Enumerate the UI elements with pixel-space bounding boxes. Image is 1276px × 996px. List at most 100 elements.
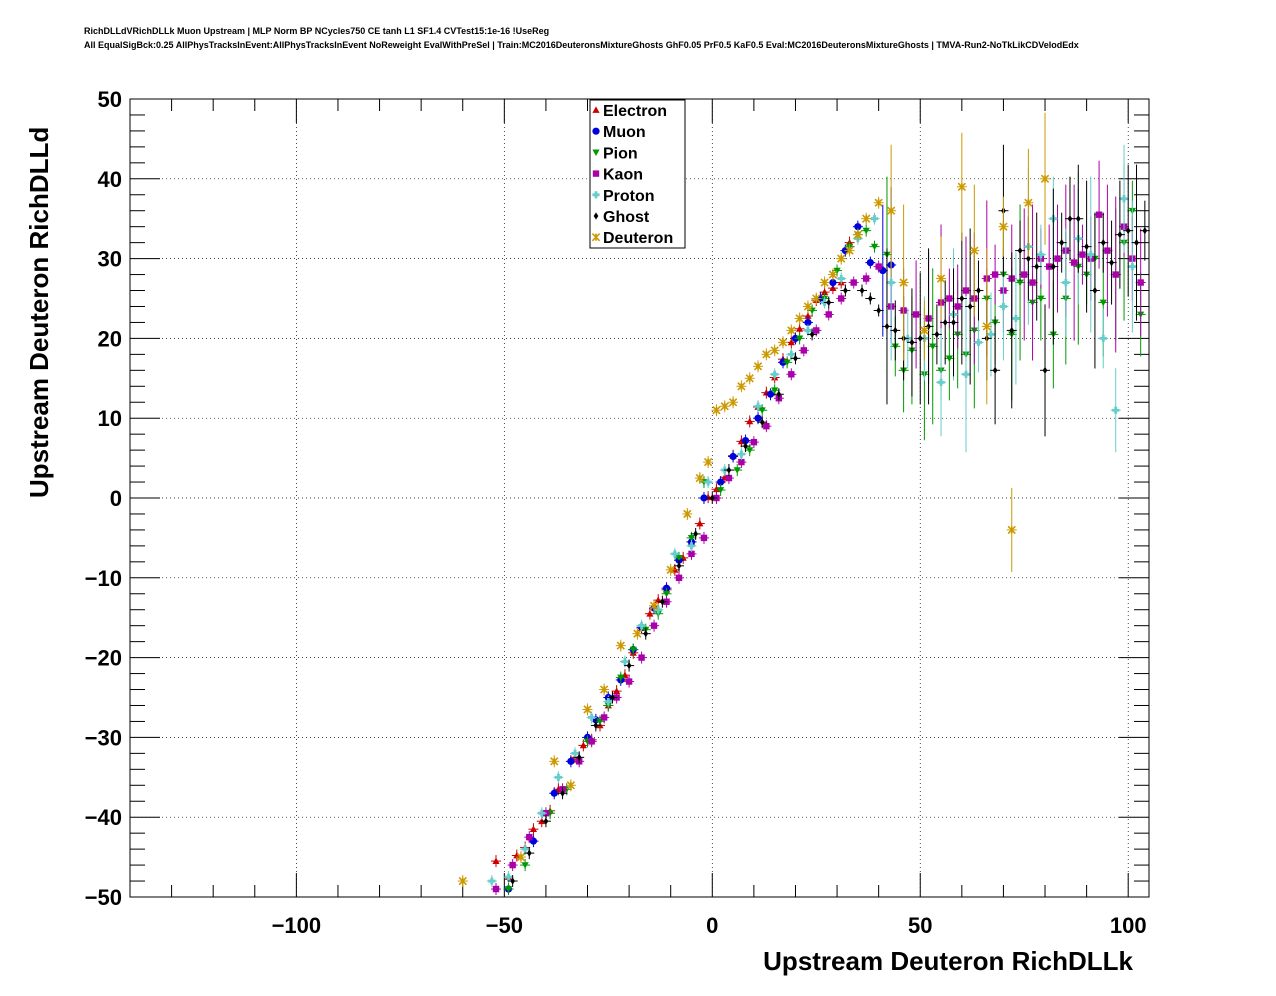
series-deuteron (457, 112, 1051, 888)
data-point-proton (1099, 334, 1107, 342)
data-point-deuteron (666, 565, 675, 574)
data-point-pion (1016, 279, 1024, 287)
data-point-deuteron (853, 230, 863, 239)
data-point-kaon (588, 738, 595, 745)
data-point-deuteron (550, 757, 559, 766)
data-point-ghost (1142, 227, 1148, 235)
data-point-ghost (510, 877, 515, 885)
data-point-pion (733, 467, 741, 474)
data-point-proton (999, 302, 1008, 311)
data-point-proton (604, 697, 612, 706)
data-point-deuteron (566, 781, 576, 790)
data-point-proton (837, 274, 845, 283)
data-point-deuteron (737, 382, 746, 391)
data-point-proton (654, 606, 662, 614)
data-point-proton (571, 749, 579, 757)
data-point-deuteron (812, 294, 821, 303)
data-point-proton (521, 845, 529, 853)
data-point-muon (550, 789, 558, 797)
data-point-ghost (1100, 239, 1106, 247)
data-point-kaon (1021, 271, 1028, 278)
x-tick-label: 100 (1110, 913, 1147, 938)
data-point-ghost (1067, 215, 1073, 223)
data-point-kaon (813, 327, 820, 334)
chart-title-line1: RichDLLdVRichDLLk Muon Upstream | MLP No… (84, 26, 550, 36)
data-point-proton (588, 713, 596, 722)
data-point-kaon (991, 271, 999, 278)
data-point-deuteron (862, 214, 871, 223)
data-point-kaon (946, 295, 953, 302)
data-point-proton (804, 326, 812, 335)
data-point-proton (771, 370, 779, 378)
data-point-ghost (576, 753, 582, 761)
data-point-proton (621, 657, 629, 666)
data-point-ghost (1009, 326, 1015, 335)
data-point-ghost (1017, 247, 1023, 255)
data-point-ghost (892, 326, 898, 335)
data-point-pion (746, 447, 754, 454)
legend-marker-proton (592, 191, 600, 199)
data-point-deuteron (516, 852, 526, 862)
data-point-proton (974, 338, 983, 346)
data-point-proton (1087, 251, 1095, 259)
data-point-ghost (1042, 366, 1048, 374)
legend: Electron Muon Pion Kaon Proton Ghost Deuteron (589, 99, 686, 249)
data-point-electron (696, 519, 704, 527)
series-proton (486, 144, 1138, 888)
data-point-ghost (884, 322, 890, 331)
data-point-ghost (1050, 262, 1056, 271)
data-point-ghost (1117, 231, 1123, 239)
legend-marker-pion (592, 149, 600, 156)
data-point-kaon (526, 833, 533, 841)
x-axis-label: Upstream Deuteron RichDLLk (763, 946, 1133, 976)
data-point-ghost (776, 390, 782, 398)
x-tick-label: −100 (272, 913, 322, 938)
data-point-proton (1012, 314, 1020, 323)
data-point-proton (962, 370, 970, 378)
data-point-kaon (962, 287, 970, 294)
data-point-ghost (610, 693, 615, 702)
legend-label-muon: Muon (603, 124, 646, 141)
data-point-ghost (660, 598, 665, 606)
data-point-muon (754, 414, 762, 422)
y-axis-label: Upstream Deuteron RichDLLd (24, 127, 54, 498)
data-point-deuteron (770, 346, 779, 355)
data-point-ghost (976, 286, 981, 295)
data-point-pion (1037, 295, 1045, 303)
data-point-pion (771, 387, 779, 394)
legend-box (589, 99, 686, 249)
data-point-ghost (809, 330, 815, 339)
data-point-pion (783, 359, 791, 366)
data-point-ghost (1084, 243, 1089, 251)
data-point-ghost (643, 630, 649, 638)
data-point-pion (862, 227, 870, 235)
data-point-proton (1112, 406, 1120, 414)
data-point-pion (521, 862, 529, 869)
data-point-ghost (693, 530, 698, 538)
data-point-ghost (959, 294, 965, 303)
data-point-deuteron (599, 685, 609, 694)
data-point-proton (737, 450, 745, 458)
data-point-electron (746, 417, 754, 425)
data-point-proton (637, 622, 646, 630)
data-point-electron (529, 825, 538, 833)
legend-marker-deuteron (591, 233, 601, 242)
data-point-muon (829, 278, 837, 287)
data-point-deuteron (970, 246, 979, 255)
data-point-kaon (838, 295, 845, 302)
data-point-deuteron (753, 362, 763, 371)
data-point-ghost (926, 322, 931, 331)
data-point-muon (717, 478, 725, 486)
data-point-pion (504, 886, 513, 893)
data-point-deuteron (762, 350, 771, 359)
y-tick-label: 20 (98, 326, 122, 351)
data-point-deuteron (649, 601, 659, 610)
data-point-deuteron (874, 198, 883, 207)
data-point-muon (804, 318, 812, 327)
data-point-electron (820, 288, 829, 295)
data-point-kaon (825, 311, 832, 318)
data-point-kaon (1079, 251, 1086, 258)
data-point-ghost (1059, 239, 1064, 247)
